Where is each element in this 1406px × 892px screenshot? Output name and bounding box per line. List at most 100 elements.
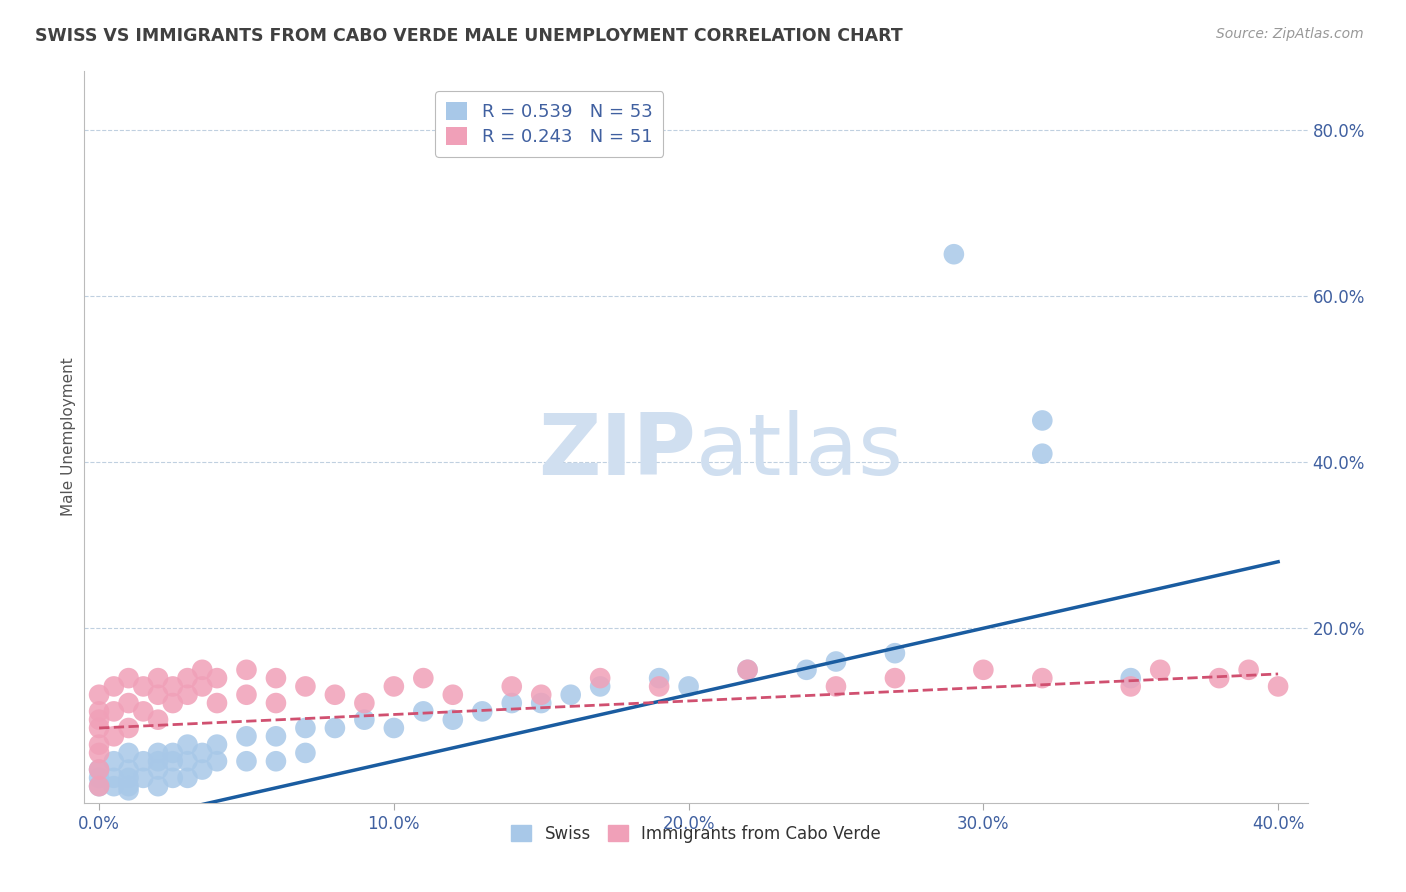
Point [205, 754, 228, 768]
Point [648, 680, 671, 694]
Point [294, 680, 316, 694]
Point [235, 688, 257, 702]
Point [162, 754, 184, 768]
Point [1237, 663, 1260, 677]
Point [441, 688, 464, 702]
Point [132, 771, 155, 785]
Point [146, 754, 169, 768]
Point [117, 763, 139, 777]
Point [146, 713, 169, 727]
Point [162, 771, 184, 785]
Point [353, 713, 375, 727]
Point [884, 671, 907, 685]
Point [176, 754, 198, 768]
Point [942, 247, 965, 261]
Point [589, 680, 612, 694]
Point [87, 738, 110, 752]
Point [205, 696, 228, 710]
Text: ZIP: ZIP [538, 410, 696, 493]
Point [294, 746, 316, 760]
Text: Source: ZipAtlas.com: Source: ZipAtlas.com [1216, 27, 1364, 41]
Point [205, 671, 228, 685]
Point [264, 754, 287, 768]
Point [737, 663, 759, 677]
Point [1119, 671, 1142, 685]
Point [176, 671, 198, 685]
Point [146, 688, 169, 702]
Point [146, 746, 169, 760]
Point [294, 721, 316, 735]
Point [1267, 680, 1289, 694]
Point [353, 696, 375, 710]
Point [471, 705, 494, 719]
Point [972, 663, 994, 677]
Point [117, 771, 139, 785]
Point [648, 671, 671, 685]
Point [235, 663, 257, 677]
Point [87, 746, 110, 760]
Point [323, 721, 346, 735]
Point [191, 680, 214, 694]
Point [117, 696, 139, 710]
Point [1119, 680, 1142, 694]
Point [103, 705, 125, 719]
Point [117, 746, 139, 760]
Point [176, 688, 198, 702]
Point [382, 680, 405, 694]
Point [117, 779, 139, 793]
Point [412, 705, 434, 719]
Point [87, 763, 110, 777]
Point [132, 680, 155, 694]
Y-axis label: Male Unemployment: Male Unemployment [60, 358, 76, 516]
Point [191, 746, 214, 760]
Point [162, 746, 184, 760]
Point [501, 680, 523, 694]
Point [103, 680, 125, 694]
Point [530, 696, 553, 710]
Legend: Swiss, Immigrants from Cabo Verde: Swiss, Immigrants from Cabo Verde [505, 818, 887, 849]
Point [146, 671, 169, 685]
Point [737, 663, 759, 677]
Point [87, 763, 110, 777]
Point [103, 771, 125, 785]
Point [825, 680, 848, 694]
Point [162, 696, 184, 710]
Point [146, 763, 169, 777]
Point [191, 763, 214, 777]
Point [264, 671, 287, 685]
Point [117, 671, 139, 685]
Point [235, 754, 257, 768]
Text: SWISS VS IMMIGRANTS FROM CABO VERDE MALE UNEMPLOYMENT CORRELATION CHART: SWISS VS IMMIGRANTS FROM CABO VERDE MALE… [35, 27, 903, 45]
Point [796, 663, 818, 677]
Point [87, 779, 110, 793]
Point [1149, 663, 1171, 677]
Point [530, 688, 553, 702]
Point [235, 729, 257, 743]
Point [103, 729, 125, 743]
Point [441, 713, 464, 727]
Point [87, 705, 110, 719]
Point [87, 779, 110, 793]
Point [103, 754, 125, 768]
Point [382, 721, 405, 735]
Point [678, 680, 700, 694]
Point [103, 779, 125, 793]
Point [87, 721, 110, 735]
Point [87, 688, 110, 702]
Point [191, 663, 214, 677]
Point [132, 754, 155, 768]
Point [1208, 671, 1230, 685]
Text: atlas: atlas [696, 410, 904, 493]
Point [884, 646, 907, 660]
Point [162, 680, 184, 694]
Point [412, 671, 434, 685]
Point [825, 655, 848, 669]
Point [205, 738, 228, 752]
Point [87, 771, 110, 785]
Point [176, 738, 198, 752]
Point [132, 705, 155, 719]
Point [87, 713, 110, 727]
Point [264, 729, 287, 743]
Point [1031, 447, 1053, 461]
Point [323, 688, 346, 702]
